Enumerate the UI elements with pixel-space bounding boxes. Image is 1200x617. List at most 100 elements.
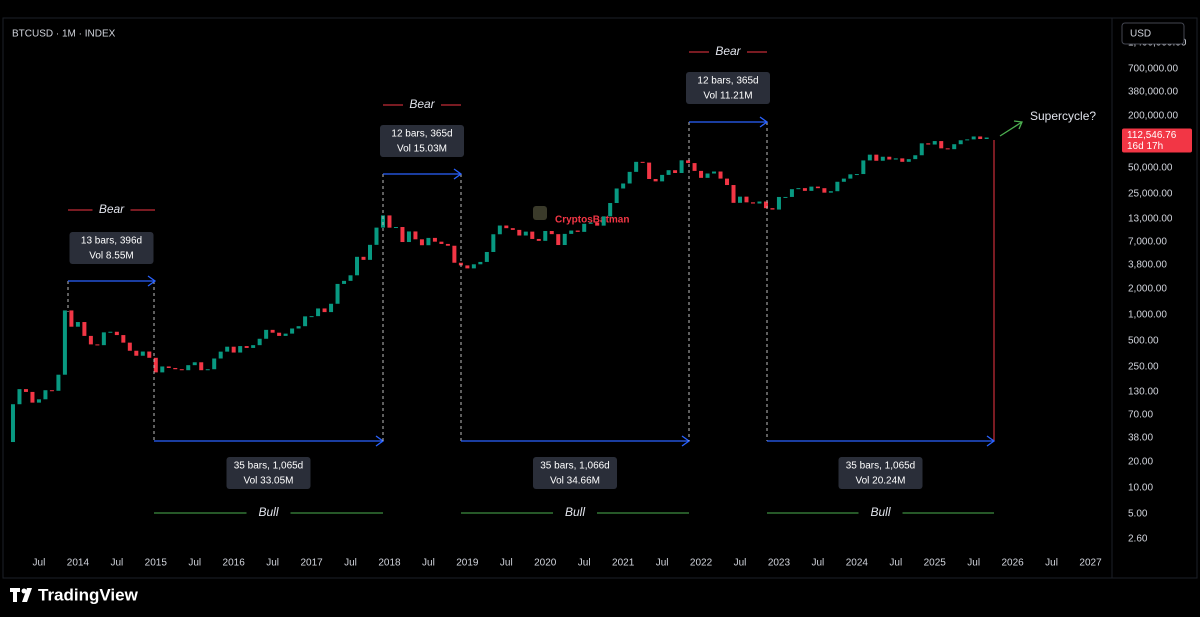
candle xyxy=(660,174,665,182)
candle xyxy=(303,316,308,327)
y-tick-label: 70.00 xyxy=(1128,410,1153,421)
measure-box xyxy=(226,457,311,489)
callout: Supercycle? xyxy=(1030,109,1096,123)
x-tick-label: 2018 xyxy=(378,558,401,569)
candle xyxy=(49,390,54,392)
y-tick-label: 3,800.00 xyxy=(1128,259,1167,270)
x-tick-label: Jul xyxy=(500,558,513,569)
candle xyxy=(439,241,444,244)
candle xyxy=(900,158,905,162)
countdown-label: 16d 17h xyxy=(1127,141,1163,152)
candle xyxy=(861,160,866,175)
candle xyxy=(880,156,885,161)
x-tick-label: Jul xyxy=(889,558,902,569)
y-tick-label: 500.00 xyxy=(1128,336,1159,347)
candle xyxy=(316,308,321,317)
candle xyxy=(478,261,483,265)
measure-volume: Vol 11.21M xyxy=(703,91,752,102)
candle xyxy=(225,346,230,352)
watermark: CryptosBatman xyxy=(555,215,629,226)
candle xyxy=(147,351,152,358)
chart-pane xyxy=(2,17,1198,579)
y-tick-label: 38.00 xyxy=(1128,432,1153,443)
callout-arrow xyxy=(999,120,1023,137)
candle xyxy=(140,351,145,356)
candle xyxy=(205,369,210,371)
candle xyxy=(854,174,859,176)
candle xyxy=(127,342,132,351)
candle xyxy=(796,188,801,190)
candle xyxy=(517,229,522,236)
candle xyxy=(231,346,236,353)
candle xyxy=(361,256,366,260)
phase-label: Bull xyxy=(565,505,585,519)
candle xyxy=(932,141,937,145)
measure-box xyxy=(533,457,617,489)
candle xyxy=(179,369,184,371)
range-arrowhead xyxy=(147,275,157,287)
measure-volume: Vol 8.55M xyxy=(89,251,133,262)
candle xyxy=(283,333,288,336)
candle xyxy=(101,332,106,346)
candle xyxy=(82,322,87,336)
candle xyxy=(257,338,262,346)
candle xyxy=(783,196,788,198)
y-tick-label: 250.00 xyxy=(1128,362,1159,373)
candle xyxy=(329,303,334,313)
measure-bars: 35 bars, 1,065d xyxy=(846,461,916,472)
candle xyxy=(841,178,846,182)
y-tick-label: 130.00 xyxy=(1128,386,1159,397)
candle xyxy=(601,216,606,226)
candle xyxy=(387,215,392,228)
candle xyxy=(549,231,554,235)
y-tick-label: 200,000.00 xyxy=(1128,111,1178,122)
candle xyxy=(958,140,963,145)
x-tick-label: 2021 xyxy=(612,558,635,569)
currency-label[interactable]: USD xyxy=(1130,29,1151,40)
x-tick-label: 2023 xyxy=(768,558,791,569)
candle xyxy=(575,230,580,232)
candle xyxy=(484,251,489,262)
candle xyxy=(88,335,93,345)
candle xyxy=(666,170,671,175)
phase-label: Bear xyxy=(715,44,741,58)
candle xyxy=(426,237,431,246)
measure-volume: Vol 33.05M xyxy=(243,476,293,487)
candle xyxy=(627,171,632,184)
measure-bars: 13 bars, 396d xyxy=(81,236,142,247)
x-tick-label: Jul xyxy=(33,558,46,569)
candle xyxy=(114,331,119,336)
candle xyxy=(374,227,379,245)
candle xyxy=(432,237,437,242)
candle xyxy=(497,225,502,235)
symbol-title: BTCUSD · 1M · INDEX xyxy=(12,29,116,40)
measure-bars: 12 bars, 365d xyxy=(697,76,758,87)
x-tick-label: 2026 xyxy=(1002,558,1025,569)
candle xyxy=(744,196,749,203)
candle xyxy=(757,201,762,204)
candle xyxy=(776,196,781,210)
candle xyxy=(30,391,35,403)
candle xyxy=(608,203,613,217)
candle xyxy=(153,357,158,373)
candle xyxy=(186,365,191,371)
phase-label: Bear xyxy=(409,97,435,111)
candle xyxy=(75,322,80,327)
candle xyxy=(491,234,496,252)
candle xyxy=(23,389,28,392)
candle xyxy=(815,186,820,189)
candle xyxy=(595,222,600,226)
candle xyxy=(640,161,645,163)
x-tick-label: 2020 xyxy=(534,558,557,569)
candle xyxy=(212,358,217,370)
currency-box[interactable] xyxy=(1121,22,1185,45)
measure-volume: Vol 15.03M xyxy=(397,144,447,155)
candle xyxy=(348,275,353,281)
currency-button[interactable]: USD xyxy=(1121,22,1185,45)
x-tick-label: Jul xyxy=(734,558,747,569)
candle xyxy=(770,208,775,210)
candle xyxy=(43,390,48,400)
x-tick-label: 2017 xyxy=(300,558,323,569)
candle xyxy=(984,137,989,139)
